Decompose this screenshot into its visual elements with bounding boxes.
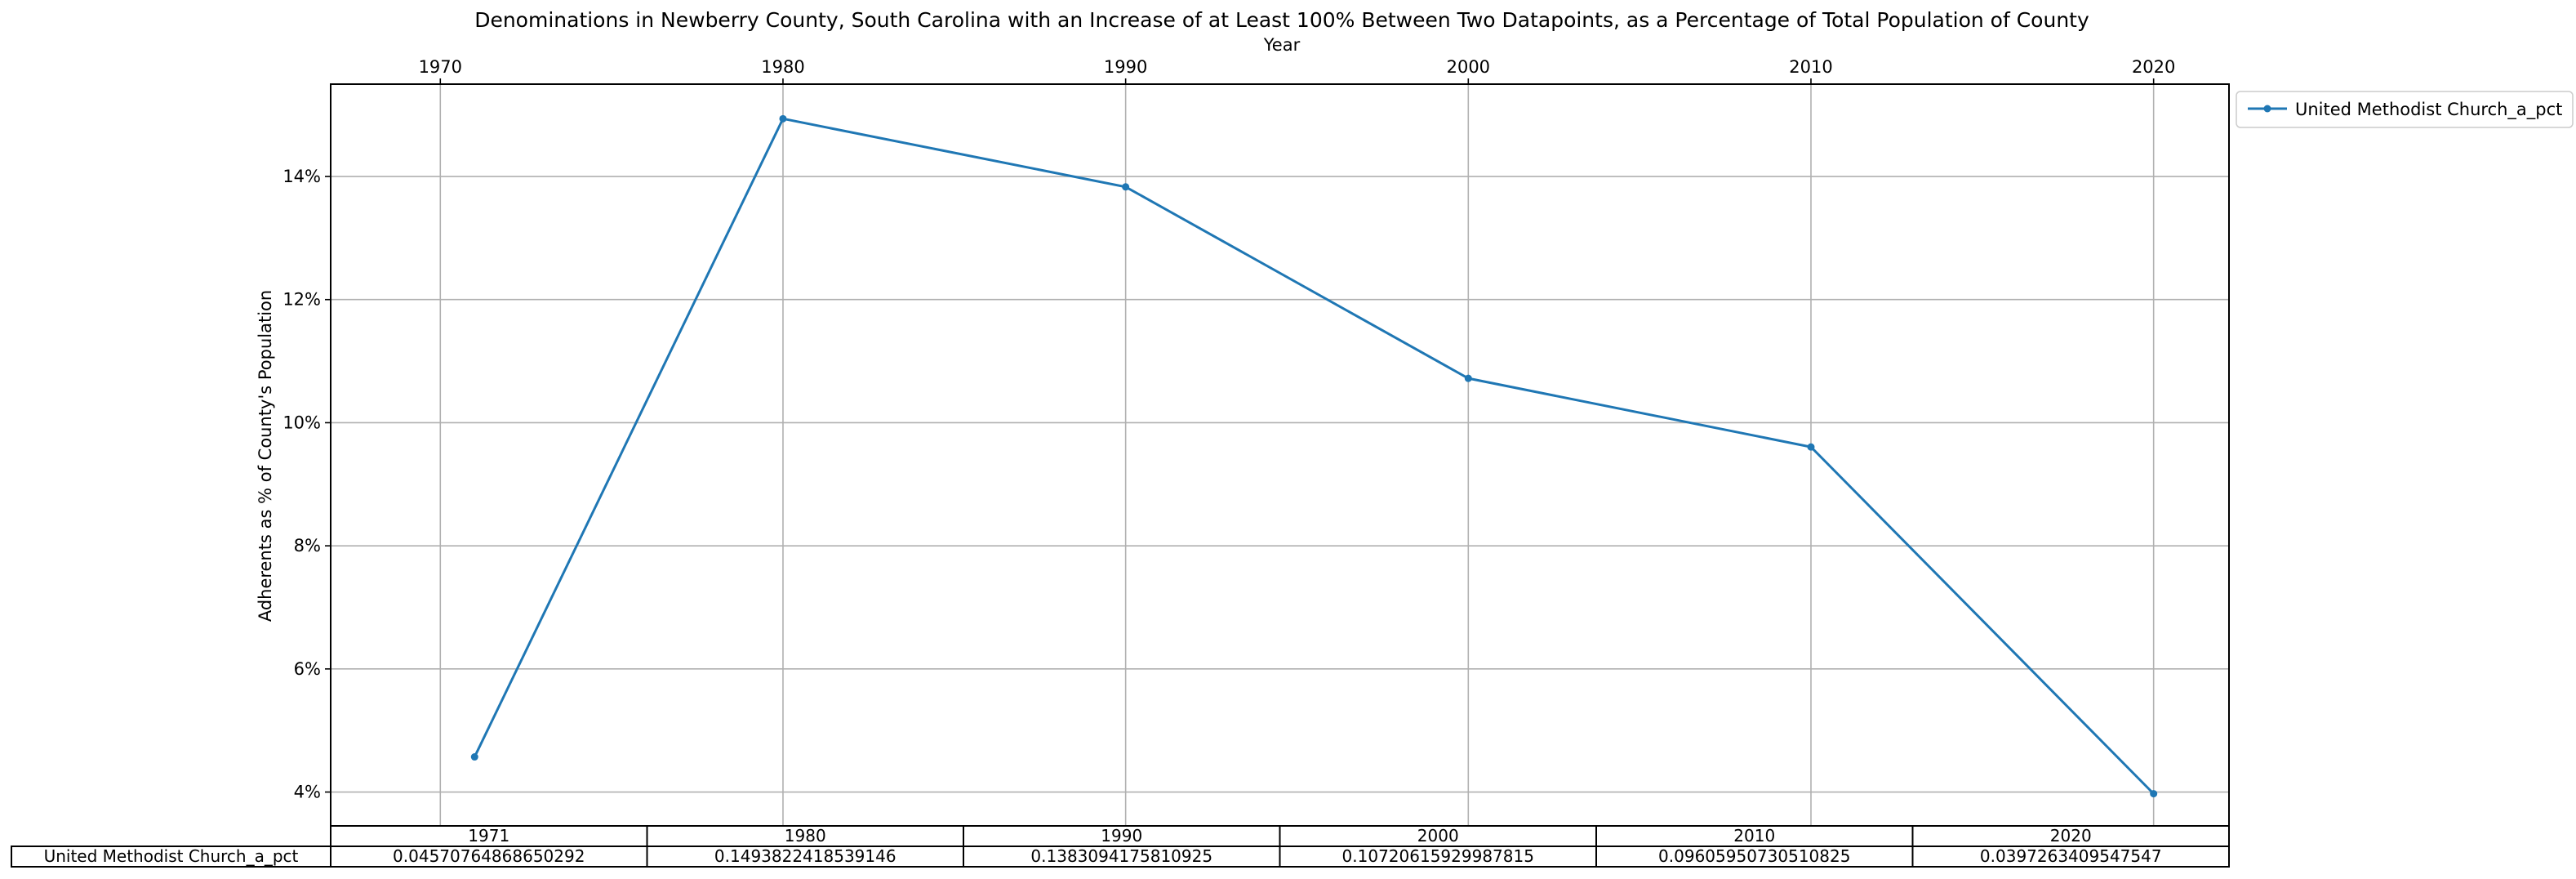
plot-area-frame — [330, 83, 2230, 827]
data-point — [1122, 183, 1130, 191]
table-header-cell — [1595, 825, 1914, 847]
table-column-label: 2010 — [1733, 826, 1775, 846]
legend-marker-swatch — [2263, 105, 2271, 113]
table-cell — [1279, 846, 1597, 868]
table-column-label: 1980 — [785, 826, 826, 846]
table-column-label: 2020 — [2050, 826, 2092, 846]
chart-title: Denominations in Newberry County, South … — [474, 8, 2089, 32]
x-axis-ticks: 1970 1980 1990 2000 2010 2020 — [419, 57, 2175, 84]
x-tick-label: 1980 — [761, 57, 804, 77]
x-axis-label: Year — [1263, 35, 1301, 55]
y-tick-label: 12% — [283, 290, 321, 310]
table-cell-value: 0.10720615929987815 — [1342, 846, 1534, 866]
y-tick-label: 14% — [283, 167, 321, 186]
table-column-label: 2000 — [1417, 826, 1459, 846]
x-tick-label: 2020 — [2132, 57, 2175, 77]
table-cell — [330, 846, 648, 868]
x-tick-label: 2010 — [1789, 57, 1832, 77]
grid-lines — [331, 84, 2229, 826]
table-row-label: United Methodist Church_a_pct — [44, 846, 299, 866]
table-cell-value: 0.1493822418539146 — [714, 846, 896, 866]
data-point — [2150, 790, 2158, 798]
legend: United Methodist Church_a_pct — [2236, 91, 2574, 128]
table-header-cell — [330, 825, 648, 847]
table-header-cell — [1911, 825, 2230, 847]
y-tick-label: 6% — [294, 659, 321, 679]
table-column-label: 1971 — [468, 826, 509, 846]
data-point — [1464, 374, 1472, 382]
table-cell-value: 0.0397263409547547 — [1980, 846, 2162, 866]
table-cell — [1911, 846, 2230, 868]
table-cell — [963, 846, 1281, 868]
series-group — [470, 114, 2158, 798]
x-tick-label: 1970 — [419, 57, 462, 77]
table-cell — [1595, 846, 1914, 868]
legend-label: United Methodist Church_a_pct — [2295, 100, 2562, 120]
series-line — [473, 117, 2155, 795]
legend-box — [2236, 91, 2574, 128]
data-point — [470, 753, 478, 761]
x-tick-label: 1990 — [1104, 57, 1147, 77]
table-cell-value: 0.09605950730510825 — [1658, 846, 1850, 866]
y-tick-label: 8% — [294, 536, 321, 556]
data-point — [1807, 443, 1815, 451]
y-tick-label: 10% — [283, 413, 321, 432]
y-tick-label: 4% — [294, 783, 321, 802]
table-cell-value: 0.04570764868650292 — [393, 846, 585, 866]
table-cell — [646, 846, 964, 868]
table-column-label: 1990 — [1101, 826, 1142, 846]
data-point — [779, 114, 787, 123]
y-axis-ticks: 4% 6% 8% 10% 12% 14% — [283, 167, 331, 802]
table-cell-value: 0.1383094175810925 — [1030, 846, 1212, 866]
y-axis-label: Adherents as % of County's Population — [256, 290, 275, 622]
table-row-label-cell — [11, 846, 331, 868]
x-tick-label: 2000 — [1447, 57, 1490, 77]
